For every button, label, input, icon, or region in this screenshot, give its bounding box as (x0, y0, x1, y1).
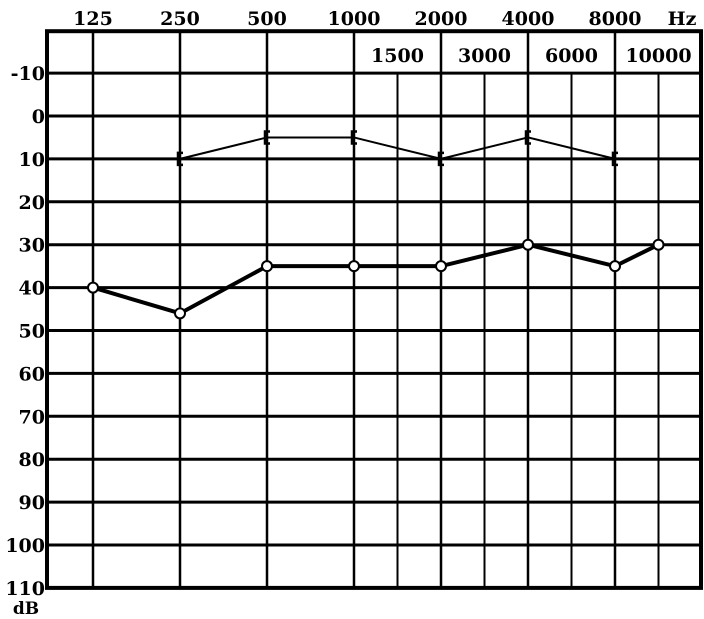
x-inner-tick-label: 1500 (371, 45, 424, 67)
bone-conduction-marker (437, 151, 444, 167)
y-tick-label: 70 (19, 406, 45, 428)
series-1-line (92, 242, 660, 316)
bone-conduction-marker (176, 151, 183, 167)
bone-conduction-marker (263, 130, 270, 145)
x-tick-label: 1000 (328, 8, 381, 30)
y-tick-label: 80 (19, 449, 45, 471)
x-tick-label: 250 (160, 8, 200, 30)
x-unit-label: Hz (668, 8, 697, 30)
y-tick-label: 60 (19, 363, 45, 385)
bone-conduction-marker (350, 130, 357, 145)
y-tick-label: 50 (19, 321, 45, 343)
y-tick-label: 30 (19, 235, 45, 257)
y-unit-label: dB (13, 599, 39, 619)
y-tick-label: 110 (5, 578, 45, 600)
air-conduction-marker (435, 260, 447, 273)
x-tick-label: 4000 (502, 8, 555, 30)
air-conduction-marker (522, 238, 534, 251)
x-tick-label: 125 (73, 8, 113, 30)
air-conduction-marker (609, 260, 621, 273)
plot-frame (45, 29, 703, 590)
y-tick-label: 100 (5, 535, 45, 557)
y-tick-label: 20 (19, 192, 45, 214)
y-tick-label: 90 (19, 492, 45, 514)
axis-labels: -10 0 10 20 30 40 50 60 70 80 90 100 110 125 250 500 100… (5, 8, 691, 600)
x-tick-label: 2000 (415, 8, 468, 30)
air-conduction-marker (652, 238, 665, 251)
y-tick-label: 40 (19, 278, 45, 300)
air-conduction-marker (174, 307, 186, 320)
grid (45, 29, 703, 590)
x-tick-label: 500 (247, 8, 287, 30)
x-inner-tick-label: 6000 (545, 45, 598, 67)
bone-conduction-marker (611, 151, 618, 167)
y-tick-label: 10 (19, 149, 45, 171)
y-tick-label: 0 (32, 106, 45, 128)
air-conduction-marker (348, 260, 360, 273)
x-inner-tick-label: 10000 (625, 45, 691, 67)
air-conduction-marker (261, 260, 273, 273)
series-layer (87, 130, 665, 320)
bone-conduction-marker (524, 130, 531, 145)
air-conduction-marker (87, 281, 99, 294)
x-inner-tick-label: 3000 (458, 45, 511, 67)
x-tick-label: 8000 (589, 8, 642, 30)
y-tick-label: -10 (11, 63, 45, 85)
series-0-line (179, 136, 616, 160)
